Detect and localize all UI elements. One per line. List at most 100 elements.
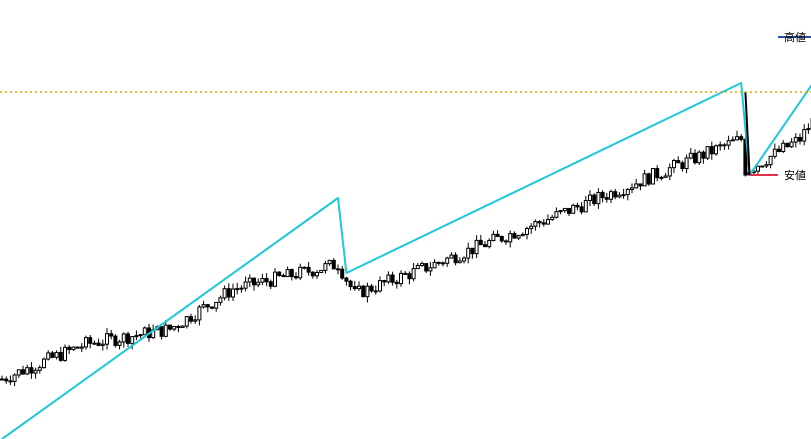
- candle-body: [718, 144, 723, 147]
- candle-body: [474, 239, 479, 255]
- candle-body: [411, 268, 416, 280]
- candle-body: [546, 219, 550, 225]
- candle-body: [449, 254, 454, 259]
- candle-body: [63, 346, 67, 361]
- candle-body: [336, 268, 340, 271]
- candle-body: [399, 272, 403, 285]
- candle-body: [21, 369, 25, 375]
- candle-body: [470, 247, 475, 255]
- candle-body: [785, 142, 790, 148]
- low-level-label: 安値: [784, 168, 806, 182]
- candle-body: [378, 280, 382, 292]
- candle-body: [386, 274, 391, 283]
- candle-body: [567, 207, 571, 214]
- candle-body: [357, 285, 361, 290]
- candle-body: [504, 240, 508, 243]
- candle-body: [445, 257, 450, 264]
- candle-body: [67, 346, 72, 351]
- candle-body: [562, 207, 567, 212]
- candle-body: [205, 304, 210, 308]
- candle-body: [697, 151, 702, 164]
- candle-body: [109, 333, 114, 337]
- candle-body: [646, 173, 651, 185]
- candle-body: [289, 269, 294, 278]
- candle-body: [621, 194, 626, 197]
- candle-body: [730, 139, 735, 142]
- candle-body: [319, 269, 324, 273]
- candle-body: [281, 275, 286, 278]
- candle-body: [466, 247, 471, 259]
- candle-body: [58, 351, 63, 361]
- candle-body: [163, 324, 168, 337]
- candle-body: [655, 168, 660, 179]
- candle-body: [772, 148, 777, 157]
- candle-body: [218, 297, 223, 303]
- candle-body: [71, 346, 76, 351]
- candle-body: [201, 304, 206, 308]
- candle-body: [79, 346, 84, 349]
- candle-body: [705, 146, 710, 159]
- candle-body: [420, 263, 424, 266]
- candle-body: [533, 221, 538, 227]
- candle-body: [596, 191, 601, 205]
- candle-body: [592, 194, 597, 205]
- candle-body: [42, 358, 46, 369]
- candle-body: [764, 164, 769, 167]
- candle-body: [424, 263, 429, 272]
- candle-body: [525, 228, 529, 235]
- candle-body: [306, 266, 311, 273]
- candle-body: [537, 221, 542, 224]
- candle-body: [231, 288, 235, 298]
- candle-body: [554, 211, 559, 218]
- candle-body: [138, 334, 143, 337]
- candle-body: [571, 204, 576, 214]
- candle-body: [508, 233, 513, 243]
- candle-body: [806, 128, 811, 131]
- candle-body: [126, 333, 130, 344]
- candle-body: [382, 280, 387, 283]
- candle-body: [642, 173, 647, 187]
- candle-body: [693, 152, 697, 164]
- candle-body: [600, 191, 605, 199]
- candle-body: [768, 155, 773, 166]
- candle-body: [8, 380, 13, 383]
- candle-body: [789, 141, 794, 148]
- candle-body: [491, 233, 496, 242]
- candle-body: [575, 204, 580, 208]
- candle-body: [638, 183, 643, 187]
- candle-body: [483, 244, 487, 248]
- candle-body: [604, 197, 609, 200]
- candle-body: [403, 272, 408, 275]
- candle-body: [462, 257, 466, 262]
- candle-body: [84, 337, 88, 348]
- candle-body: [96, 342, 101, 346]
- candle-body: [726, 140, 731, 146]
- candle-body: [701, 151, 706, 159]
- candle-body: [16, 369, 21, 376]
- candle-body: [529, 225, 534, 230]
- candle-body: [432, 261, 437, 269]
- candle-body: [323, 263, 328, 271]
- candle-body: [487, 240, 492, 248]
- levels-layer: 高値 安値: [0, 30, 811, 182]
- candle-body: [331, 259, 336, 270]
- candle-body: [117, 341, 122, 346]
- candle-body: [210, 306, 214, 309]
- candle-body: [760, 165, 765, 168]
- candle-body: [352, 286, 357, 290]
- candle-body: [176, 325, 181, 328]
- candle-body: [436, 261, 441, 264]
- candle-body: [193, 319, 198, 322]
- candle-body: [756, 165, 760, 172]
- candle-body: [802, 129, 807, 142]
- candle-body: [247, 277, 252, 283]
- candle-body: [478, 239, 483, 246]
- candle-body: [365, 285, 370, 298]
- candle-body: [550, 216, 555, 221]
- candle-body: [277, 271, 282, 277]
- candle-body: [180, 325, 185, 328]
- candle-body: [579, 206, 584, 213]
- candle-body: [12, 374, 17, 382]
- candle-body: [142, 327, 147, 336]
